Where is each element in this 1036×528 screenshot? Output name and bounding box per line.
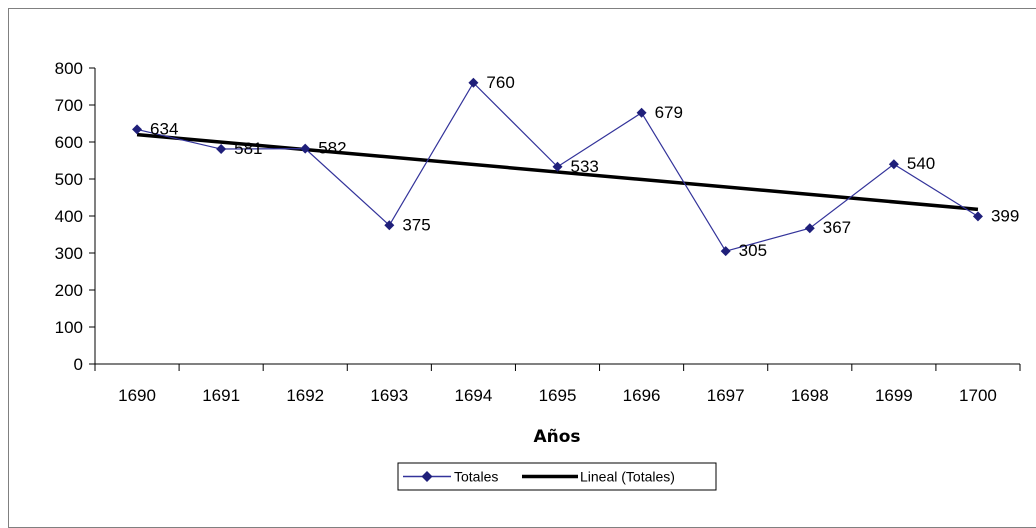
data-label: 540: [907, 154, 935, 173]
data-label: 581: [234, 139, 262, 158]
data-point-marker: [300, 143, 311, 154]
trendline: [136, 132, 979, 212]
data-label: 533: [571, 157, 599, 176]
line-chart: 0 100 200 300 400 500 600 700 800 1690 1691 1692 169…: [55, 59, 1021, 491]
legend-swatch-totales-marker: [421, 471, 433, 482]
data-point-marker: [216, 144, 227, 155]
x-tick-label: 1695: [539, 386, 577, 405]
y-tick-label: 600: [55, 133, 83, 152]
y-tick-label: 200: [55, 281, 83, 300]
y-tick-label: 0: [74, 355, 83, 374]
x-tick-label: 1699: [875, 386, 913, 405]
x-tick-label: 1691: [202, 386, 240, 405]
x-tick-label: 1696: [623, 386, 661, 405]
data-label: 305: [739, 241, 767, 260]
data-point-marker: [636, 107, 647, 118]
data-label: 367: [823, 218, 851, 237]
data-label: 375: [402, 215, 430, 234]
data-point-marker: [468, 77, 479, 88]
data-point-marker: [972, 211, 983, 222]
data-label: 760: [486, 73, 514, 92]
x-tick-label: 1692: [286, 386, 324, 405]
legend: Totales Lineal (Totales): [397, 462, 717, 491]
y-tick-label: 300: [55, 244, 83, 263]
chart-frame: [8, 8, 1036, 528]
data-point-marker: [888, 159, 899, 170]
data-labels: 634 581 582 375 760 533 679 305 367 540 399: [150, 73, 1019, 260]
series-totales: [132, 77, 983, 257]
x-axis-title: Años: [533, 427, 580, 447]
y-tick-label: 800: [55, 59, 83, 78]
data-label: 582: [318, 139, 346, 158]
y-tick-label: 400: [55, 207, 83, 226]
data-label: 679: [655, 103, 683, 122]
x-tick-label: 1700: [959, 386, 997, 405]
data-label: 399: [991, 206, 1019, 225]
axes: 0 100 200 300 400 500 600 700 800 1690 1691 1692 169…: [55, 59, 1021, 405]
y-tick-label: 500: [55, 170, 83, 189]
data-point-marker: [132, 124, 143, 135]
x-tick-label: 1697: [707, 386, 745, 405]
x-tick-label: 1690: [118, 386, 156, 405]
data-point-marker: [804, 223, 815, 234]
x-tick-label: 1698: [791, 386, 829, 405]
legend-label-totales: Totales: [454, 469, 498, 485]
data-label: 634: [150, 119, 178, 138]
legend-label-lineal: Lineal (Totales): [580, 469, 675, 485]
y-tick-label: 100: [55, 318, 83, 337]
x-tick-label: 1693: [370, 386, 408, 405]
data-point-marker: [384, 220, 395, 231]
x-tick-label: 1694: [454, 386, 492, 405]
data-point-marker: [720, 246, 731, 257]
y-tick-label: 700: [55, 96, 83, 115]
data-point-marker: [552, 161, 563, 172]
trendline-lineal-totales: [136, 132, 979, 212]
